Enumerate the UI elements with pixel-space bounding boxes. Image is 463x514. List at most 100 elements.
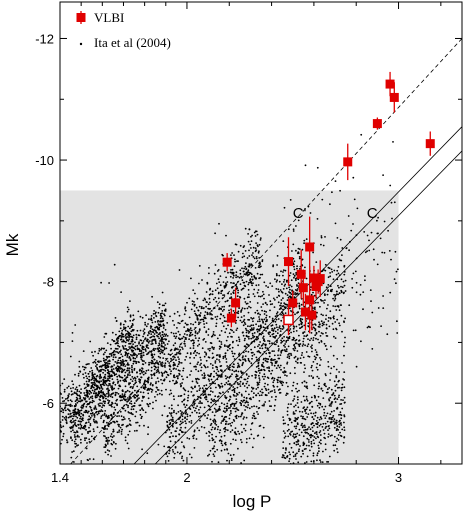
- ita-point: [99, 377, 101, 380]
- ita-point: [251, 254, 253, 256]
- ita-point: [107, 387, 109, 390]
- ita-point: [125, 337, 127, 340]
- ita-point: [244, 355, 247, 357]
- ita-point: [313, 355, 316, 358]
- ita-point: [129, 319, 132, 322]
- ita-point: [161, 393, 163, 396]
- ita-point: [170, 392, 173, 395]
- ita-point: [255, 249, 258, 252]
- ita-point: [181, 415, 184, 418]
- ita-point: [175, 359, 177, 361]
- ita-point: [205, 305, 208, 308]
- ita-point: [146, 452, 149, 455]
- ita-point: [153, 358, 156, 361]
- ita-point: [171, 416, 174, 419]
- ita-point: [223, 294, 226, 296]
- ita-point: [117, 365, 120, 368]
- ita-point: [190, 422, 193, 424]
- ita-point: [293, 405, 295, 408]
- ita-point: [219, 317, 222, 320]
- ita-point: [232, 407, 235, 410]
- ita-point: [128, 396, 131, 399]
- ita-point: [120, 291, 122, 293]
- ita-point: [196, 315, 199, 317]
- ita-point: [131, 366, 133, 369]
- ita-point: [247, 404, 250, 406]
- ita-point: [118, 334, 121, 337]
- ita-point: [266, 383, 269, 386]
- ita-point: [119, 395, 121, 397]
- ita-point: [153, 333, 156, 335]
- ita-point: [321, 324, 324, 327]
- ita-point: [250, 386, 253, 389]
- ita-point: [242, 418, 245, 420]
- ita-point: [318, 424, 321, 427]
- ita-point: [104, 373, 107, 376]
- ita-point: [319, 459, 321, 462]
- ita-point: [310, 440, 313, 443]
- ita-point: [175, 375, 178, 378]
- ita-point: [188, 338, 191, 341]
- ita-point: [334, 297, 337, 300]
- ita-point: [69, 410, 71, 412]
- ita-point: [158, 342, 161, 345]
- ita-point: [183, 446, 186, 449]
- ita-point: [217, 425, 220, 428]
- ita-point: [113, 406, 116, 409]
- ita-point: [193, 403, 196, 406]
- ita-point: [312, 377, 314, 379]
- ita-point: [107, 436, 110, 439]
- ita-point: [262, 426, 265, 429]
- ita-point: [271, 350, 274, 352]
- ita-point: [342, 292, 345, 295]
- ita-point: [129, 333, 132, 335]
- ita-point: [132, 408, 135, 411]
- ita-point: [198, 378, 200, 381]
- ita-point: [285, 279, 288, 282]
- ita-point: [163, 353, 166, 355]
- ita-point: [322, 314, 324, 317]
- ita-point: [188, 437, 191, 440]
- ita-point: [208, 435, 211, 437]
- ita-point: [114, 391, 117, 394]
- ita-point: [233, 282, 235, 285]
- ita-point: [237, 344, 240, 347]
- ita-point: [151, 331, 154, 333]
- ita-point: [72, 425, 75, 427]
- ita-point: [93, 383, 96, 385]
- ita-point: [287, 385, 289, 388]
- ita-point: [69, 405, 72, 408]
- ita-point: [172, 379, 174, 382]
- ita-point: [262, 303, 264, 305]
- ita-point: [108, 450, 111, 452]
- ita-point: [295, 409, 297, 412]
- ita-point: [233, 389, 236, 392]
- ita-point: [208, 439, 211, 442]
- ita-point: [319, 423, 322, 426]
- ita-point: [296, 350, 299, 352]
- ita-point: [299, 327, 301, 329]
- ita-point: [343, 264, 346, 267]
- ita-point: [94, 379, 97, 381]
- ita-point: [75, 386, 78, 389]
- ita-point: [257, 392, 260, 395]
- ita-point: [194, 312, 197, 315]
- ita-point: [338, 286, 340, 289]
- ita-point: [314, 349, 317, 351]
- ita-point: [100, 347, 103, 350]
- ita-point: [150, 343, 153, 345]
- ita-point: [100, 281, 102, 284]
- ita-point: [318, 447, 320, 450]
- ita-point: [211, 290, 214, 293]
- ita-point: [190, 370, 193, 372]
- ita-point: [245, 350, 247, 353]
- ita-point: [286, 303, 288, 306]
- ita-point: [284, 422, 286, 425]
- ita-point: [324, 269, 327, 272]
- ita-point: [351, 278, 353, 280]
- ita-point: [395, 282, 397, 285]
- ita-point: [131, 349, 134, 352]
- ita-point: [116, 368, 119, 371]
- ita-point: [355, 281, 358, 284]
- ita-point: [343, 421, 345, 424]
